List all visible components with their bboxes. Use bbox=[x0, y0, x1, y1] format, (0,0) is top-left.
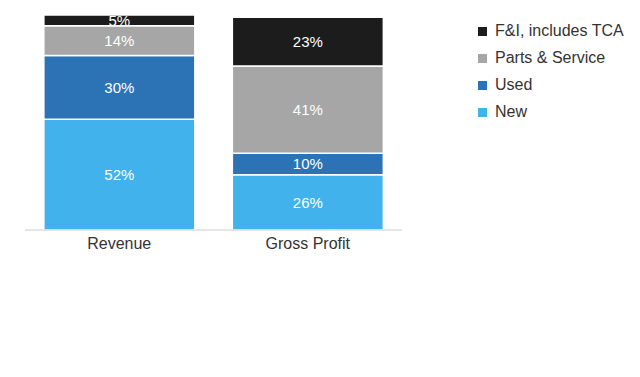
html-text:F&I, includes TCA: F&I, includes TCA bbox=[495, 22, 624, 39]
svg-text:14%: 14% bbox=[104, 32, 134, 49]
html-text:Parts & Service: Parts & Service bbox=[495, 49, 606, 66]
svg-text:Revenue: Revenue bbox=[87, 235, 151, 252]
html-text:Used: Used bbox=[495, 76, 533, 93]
svg-text:41%: 41% bbox=[293, 101, 323, 118]
svg-text:52%: 52% bbox=[104, 166, 134, 183]
svg-text:10%: 10% bbox=[293, 155, 323, 172]
svg-text:Gross Profit: Gross Profit bbox=[266, 235, 351, 252]
svg-text:30%: 30% bbox=[104, 79, 134, 96]
html-text:New: New bbox=[495, 103, 527, 120]
svg-text:5%: 5% bbox=[109, 12, 131, 29]
svg-text:23%: 23% bbox=[293, 33, 323, 50]
svg-text:26%: 26% bbox=[293, 194, 323, 211]
